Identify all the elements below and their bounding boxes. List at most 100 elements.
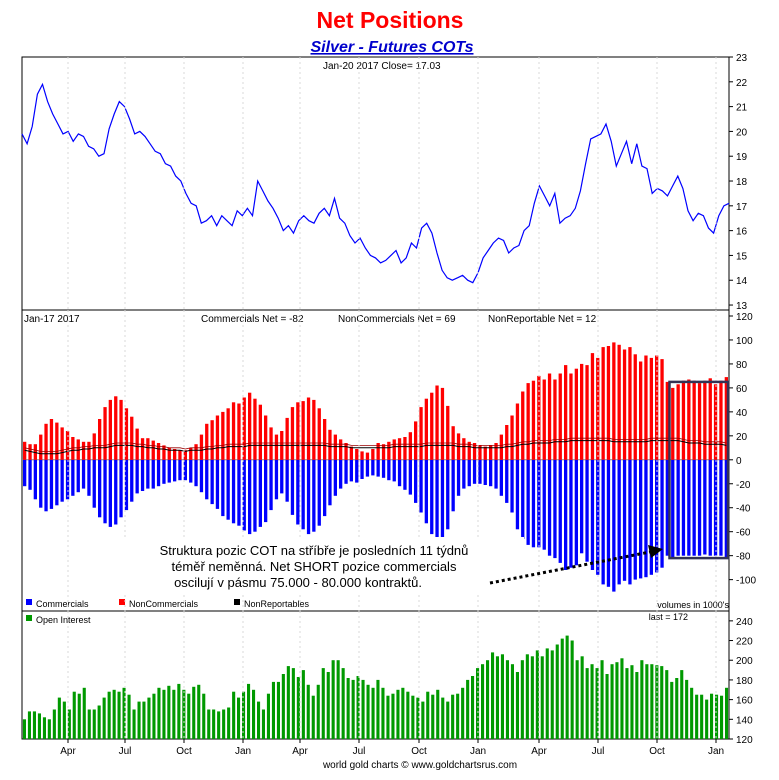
open-interest-bar	[466, 679, 470, 739]
open-interest-bar	[57, 697, 61, 739]
open-interest-bar	[87, 709, 91, 739]
open-interest-bar	[222, 709, 226, 739]
price-panel-header: Jan-20 2017 Close= 17.03	[323, 61, 441, 72]
commercials-bar	[697, 459, 702, 556]
open-interest-bar	[291, 668, 295, 739]
open-interest-bar	[515, 672, 519, 739]
noncommercials-bar	[446, 405, 450, 460]
noncommercials-bar	[23, 441, 27, 460]
noncommercials-bar	[547, 373, 552, 460]
commercials-bar	[446, 459, 450, 530]
noncommercials-bar	[39, 434, 43, 460]
noncommercials-bar	[531, 380, 536, 460]
commercials-bar	[515, 459, 520, 530]
commercials-bar	[713, 459, 718, 556]
noncommercials-bar	[606, 346, 611, 460]
noncommercials-bar	[708, 378, 712, 460]
open-interest-bar	[510, 664, 514, 739]
noncommercials-bar	[119, 399, 123, 460]
noncommercials-bar	[178, 450, 182, 460]
x-tick-label: Jan	[708, 746, 724, 757]
commercials-bar	[360, 459, 364, 479]
y-tick-label: 13	[736, 301, 748, 312]
commercials-bar	[71, 459, 75, 496]
y-tick-label: 160	[736, 696, 753, 707]
commercials-bar	[617, 459, 621, 585]
noncommercials-bar	[655, 355, 659, 460]
noncommercials-bar	[71, 437, 75, 460]
commercials-bar	[108, 459, 112, 527]
nonreportables-line	[24, 437, 727, 452]
noncommercials-bar	[306, 397, 311, 460]
open-interest-bar	[172, 689, 176, 739]
noncommercials-bar	[173, 449, 177, 460]
open-interest-bar	[167, 685, 171, 739]
chart-title: Net Positions	[317, 7, 464, 33]
noncommercials-bar	[585, 365, 589, 460]
commercials-bar	[467, 459, 471, 487]
commercials-bar	[569, 459, 573, 568]
commercials-bar	[98, 459, 102, 518]
noncommercials-bar	[515, 403, 520, 460]
open-interest-bar	[107, 691, 111, 739]
y-tick-label: 180	[736, 676, 753, 687]
y-tick-label: 18	[736, 177, 748, 188]
noncommercials-bar	[317, 408, 321, 460]
open-interest-bar	[82, 687, 86, 739]
commercials-bar	[274, 459, 279, 500]
commercials-bar	[633, 459, 637, 580]
commercials-bar	[606, 459, 611, 587]
open-interest-bar	[301, 670, 305, 739]
open-interest-bar	[550, 650, 554, 739]
noncommercials-bar	[558, 373, 562, 460]
legend-nonreportables-label: NonReportables	[244, 599, 310, 609]
commercials-bar	[231, 459, 236, 524]
open-interest-bar	[695, 694, 699, 739]
open-interest-bar	[286, 666, 290, 739]
noncommercials-bar	[156, 443, 161, 460]
commercials-bar	[478, 459, 482, 484]
legend-noncommercials-label: NonCommercials	[129, 599, 199, 609]
x-tick-label: Jul	[592, 746, 605, 757]
commercials-bar	[649, 459, 653, 575]
open-interest-bar	[575, 660, 579, 739]
noncommercials-bar	[687, 379, 691, 460]
x-tick-label: Apr	[292, 746, 308, 757]
noncommercials-bar	[590, 353, 595, 460]
commercials-bar	[521, 459, 525, 539]
noncommercials-bar	[580, 363, 584, 460]
open-interest-bar	[570, 640, 574, 739]
chart-subtitle: Silver - Futures COTs	[311, 39, 474, 56]
open-interest-bar	[500, 654, 504, 739]
open-interest-bar	[545, 648, 549, 739]
footer-credit: world gold charts © www.goldchartsrus.co…	[322, 760, 517, 771]
open-interest-bar	[177, 683, 181, 739]
commercials-bar	[494, 459, 498, 489]
noncommercials-bar	[430, 392, 434, 460]
open-interest-bar	[580, 656, 584, 739]
commercials-bar	[253, 459, 257, 532]
noncommercials-bar	[146, 438, 150, 460]
noncommercials-bar	[467, 441, 471, 460]
open-interest-bar	[247, 683, 251, 739]
commercials-bar	[483, 459, 487, 485]
commercials-bar	[151, 459, 155, 489]
commercials-bar	[676, 459, 680, 556]
open-interest-bar	[371, 687, 375, 739]
noncommercials-bar	[462, 438, 466, 460]
commercials-bar	[146, 459, 150, 489]
open-interest-bar	[720, 695, 724, 739]
noncommercials-bar	[49, 419, 54, 460]
open-interest-last-label: last = 172	[649, 612, 688, 622]
commercials-bar	[414, 459, 418, 503]
open-interest-bar	[610, 664, 614, 739]
commercials-bar	[296, 459, 300, 525]
noncommercials-bar	[617, 344, 621, 460]
y-tick-label: -60	[736, 528, 751, 539]
open-interest-bar	[675, 678, 679, 739]
commercials-bar	[639, 459, 643, 579]
commercials-bar	[183, 459, 187, 481]
noncommercials-bar	[108, 399, 112, 460]
noncommercials-bar	[622, 349, 627, 460]
open-interest-bar	[152, 693, 156, 739]
